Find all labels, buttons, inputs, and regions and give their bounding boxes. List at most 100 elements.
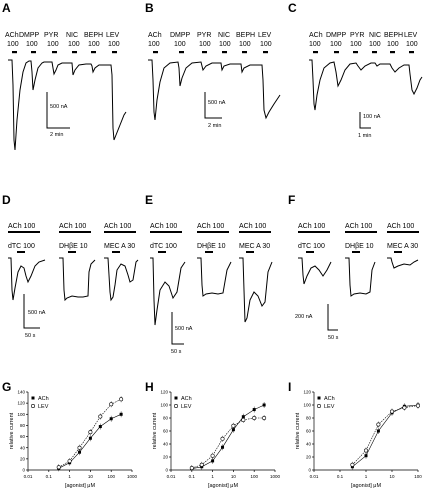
scale-y-label: 500 nA: [208, 100, 226, 106]
fit-curve-lev: [191, 417, 265, 469]
data-point-lev: [88, 430, 93, 435]
conc-label: 100: [7, 41, 19, 48]
application-bars-f: [298, 231, 419, 253]
ach-label: ACh 100: [104, 223, 131, 230]
x-tick-label: 100: [414, 474, 422, 479]
agonist-label: DMPP: [19, 32, 40, 39]
conc-label: 100: [68, 41, 80, 48]
application-bars-a: [12, 51, 117, 54]
antagonist-label: dTC 100: [8, 243, 35, 250]
current-trace-b: [148, 59, 281, 121]
x-tick-label: 0.1: [337, 474, 344, 479]
antagonist-label: DHβE 10: [345, 243, 374, 250]
agonist-label: DMPP: [326, 32, 347, 39]
panel-i: I 0.01 0.1 1 10 100 0 20 40 60 80 100 120 [agonist] …: [288, 380, 422, 489]
y-tick-label: 140: [17, 390, 25, 395]
y-tick-label: 0: [165, 468, 168, 473]
agonist-label: BEPH: [84, 32, 103, 39]
scale-y-label: 100 nA: [363, 114, 381, 120]
conc-label: 100: [219, 41, 231, 48]
conc-label: 100: [239, 41, 251, 48]
conc-label: 100: [88, 41, 100, 48]
agonist-label: BEPH: [384, 32, 403, 39]
panel-e: E ACh 100 ACh 100 ACh 100 dTC 100 DHβE 1…: [145, 193, 273, 355]
scale-bar-a: 500 nA 2 min: [46, 92, 70, 138]
drug-labels-e: ACh 100 ACh 100 ACh 100 dTC 100 DHβE 10 …: [150, 223, 270, 250]
panel-label-c: C: [288, 1, 297, 15]
panel-c: C ACh DMPP PYR NIC BEPH LEV 100 100 100 …: [288, 1, 423, 139]
dose-response-chart-g: 0.01 0.1 1 10 100 1000 0 20 40 60 80 100 120 140 [agon…: [9, 390, 138, 489]
data-point-lev: [199, 462, 204, 467]
dose-response-chart-h: 0.01 0.1 1 10 100 1000 0 20 40 60 80 100 120 [agonist…: [152, 390, 281, 489]
ach-label: ACh 100: [345, 223, 372, 230]
y-tick-label: 120: [17, 401, 25, 406]
agonist-labels-c: ACh DMPP PYR NIC BEPH LEV 100 100 100 10…: [309, 32, 418, 48]
legend-label: LEV: [38, 404, 49, 410]
y-tick-label: 40: [163, 442, 169, 447]
antagonist-label: dTC 100: [150, 243, 177, 250]
current-trace-e: [150, 257, 273, 326]
scale-bar-c: 100 nA 1 min: [358, 112, 381, 139]
current-trace-d: [8, 257, 139, 302]
data-point-lev: [77, 445, 82, 450]
panel-label-b: B: [145, 1, 154, 15]
x-tick-label: 10: [88, 474, 94, 479]
x-tick-label: 0.01: [310, 474, 319, 479]
data-point-ach: [376, 429, 380, 433]
data-point-lev: [119, 397, 124, 402]
data-point-ach: [231, 428, 235, 432]
x-tick-label: 0.1: [46, 474, 53, 479]
agonist-label: NIC: [218, 32, 230, 39]
conc-label: 100: [369, 41, 381, 48]
data-point-ach: [78, 450, 82, 454]
y-tick-label: 100: [303, 403, 311, 408]
data-point-lev: [252, 415, 257, 420]
y-tick-label: 0: [308, 468, 311, 473]
legend-label: LEV: [324, 404, 335, 410]
application-bars-c: [313, 51, 414, 54]
conc-label: 100: [406, 41, 418, 48]
data-point-lev: [415, 403, 420, 408]
x-tick-label: 1: [211, 474, 214, 479]
scale-x-label: 1 min: [358, 133, 371, 139]
application-bars-b: [153, 51, 268, 54]
x-tick-label: 1: [68, 474, 71, 479]
data-point-lev: [241, 417, 246, 422]
x-tick-label: 100: [250, 474, 258, 479]
legend-label: ACh: [38, 396, 49, 402]
x-tick-label: 0.1: [189, 474, 196, 479]
y-tick-label: 120: [303, 390, 311, 395]
data-point-lev: [189, 466, 194, 471]
agonist-label: ACh: [5, 32, 19, 39]
y-axis-label: relative current: [152, 412, 158, 449]
y-tick-label: 80: [163, 416, 169, 421]
data-point-lev: [363, 448, 368, 453]
data-point-lev: [220, 436, 225, 441]
legend-label: ACh: [181, 396, 192, 402]
agonist-label: LEV: [258, 32, 272, 39]
data-point-lev: [389, 409, 394, 414]
conc-label: 100: [148, 41, 160, 48]
scale-y-label: 500 nA: [175, 326, 193, 332]
legend-marker: [30, 403, 35, 408]
x-tick-label: 10: [389, 474, 395, 479]
y-tick-label: 60: [20, 434, 26, 439]
panel-label-i: I: [288, 380, 291, 394]
conc-label: 100: [199, 41, 211, 48]
ach-label: ACh 100: [387, 223, 414, 230]
scale-y-label: 500 nA: [50, 104, 68, 110]
y-tick-label: 20: [163, 455, 169, 460]
drug-labels-f: ACh 100 ACh 100 ACh 100 dTC 100 DHβE 10 …: [298, 223, 418, 250]
x-tick-label: 1: [365, 474, 368, 479]
scale-x-label: 50 s: [328, 335, 339, 341]
data-point-lev: [67, 459, 72, 464]
scale-bar-f: 200 nA 50 s: [295, 304, 339, 341]
antagonist-label: MEC A 30: [239, 243, 270, 250]
panel-d: D ACh 100 ACh 100 ACh 100 dTC 100 DHβE 1…: [2, 193, 139, 339]
legend-marker: [316, 403, 321, 408]
agonist-label: NIC: [369, 32, 381, 39]
data-point-ach: [262, 403, 266, 407]
panel-f: F ACh 100 ACh 100 ACh 100 dTC 100 DHβE 1…: [288, 193, 419, 341]
agonist-label: NIC: [66, 32, 78, 39]
conc-label: 100: [387, 41, 399, 48]
